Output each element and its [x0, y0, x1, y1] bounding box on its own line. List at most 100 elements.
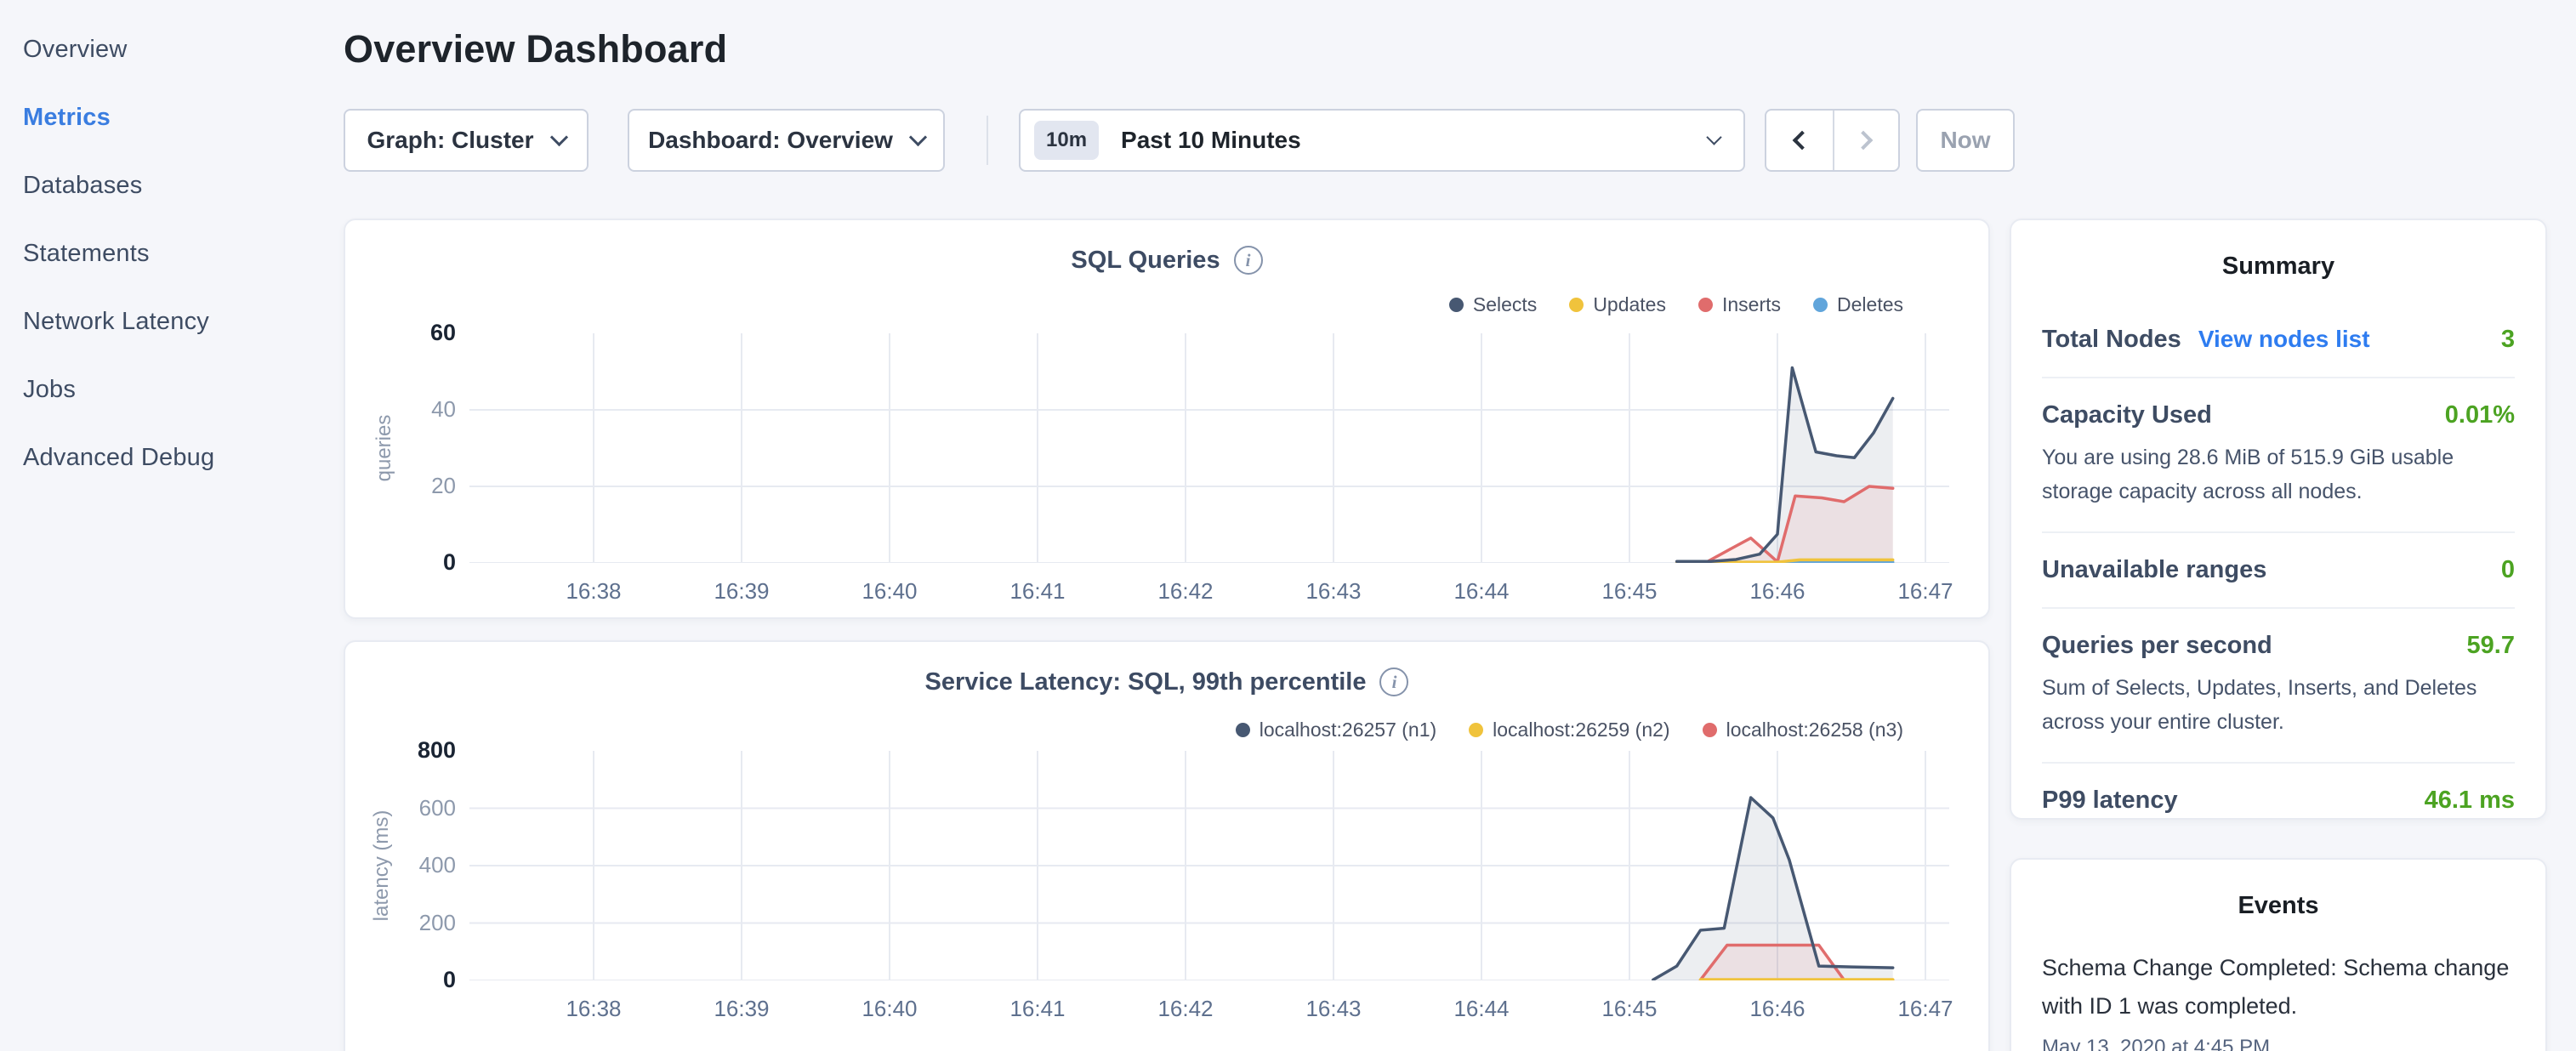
x-tick-label: 16:40 — [862, 578, 918, 604]
x-tick-label: 16:47 — [1897, 996, 1953, 1021]
summary-row-label: P99 latency — [2042, 787, 2178, 814]
event-timestamp: May 13, 2020 at 4:45 PM — [2042, 1035, 2271, 1051]
chevron-down-icon — [1706, 128, 1722, 145]
chevron-right-icon — [1853, 130, 1874, 151]
graph-source-dropdown[interactable]: Graph: Cluster — [344, 109, 589, 172]
x-tick-label: 16:46 — [1749, 996, 1805, 1021]
legend-dot-icon — [1448, 298, 1464, 312]
summary-row-label: Capacity Used — [2042, 401, 2212, 429]
summary-row-label: Queries per second — [2042, 632, 2272, 659]
sql-queries-chart-panel: SQL Queries i Selects Updates Inserts Delet… — [344, 219, 1990, 619]
legend-item: localhost:26259 (n2) — [1469, 719, 1670, 741]
chart-legend: localhost:26257 (n1) localhost:26259 (n2)… — [1235, 719, 1903, 741]
chart-title: Service Latency: SQL, 99th percentile — [924, 668, 1367, 696]
event-message: Schema Change Completed: Schema change w… — [2042, 955, 2510, 1019]
legend-dot-icon — [1469, 723, 1484, 737]
summary-row-description: You are using 28.6 MiB of 515.9 GiB usab… — [2042, 446, 2454, 503]
controls-divider — [987, 116, 988, 165]
chart-legend: Selects Updates Inserts Deletes — [1448, 293, 1903, 316]
sidebar-nav: Overview Metrics Databases Statements Networ… — [0, 0, 344, 1051]
sidebar-item-statements[interactable]: Statements — [23, 239, 150, 267]
legend-dot-icon — [1569, 298, 1584, 312]
sidebar-item-databases[interactable]: Databases — [23, 171, 143, 199]
x-tick-label: 16:39 — [714, 578, 770, 604]
dashboard-dropdown[interactable]: Dashboard: Overview — [628, 109, 945, 172]
legend-dot-icon — [1702, 723, 1717, 737]
x-tick-label: 16:46 — [1749, 578, 1805, 604]
y-tick-label: 20 — [431, 473, 456, 498]
legend-item: Updates — [1569, 293, 1666, 316]
summary-row: Queries per second 59.7 Sum of Selects, Up… — [2042, 607, 2515, 762]
summary-row-value: 3 — [2500, 326, 2515, 353]
x-tick-label: 16:40 — [862, 996, 918, 1021]
chart-plot-area[interactable] — [469, 333, 1949, 565]
x-tick-label: 16:39 — [714, 996, 770, 1021]
x-tick-label: 16:42 — [1157, 578, 1214, 604]
summary-row: Capacity Used 0.01% You are using 28.6 MiB… — [2042, 377, 2515, 531]
time-range-dropdown[interactable]: 10m Past 10 Minutes — [1019, 109, 1745, 172]
next-time-window-button[interactable] — [1832, 111, 1899, 170]
sidebar-item-jobs[interactable]: Jobs — [23, 375, 77, 403]
previous-time-window-button[interactable] — [1766, 111, 1833, 170]
legend-dot-icon — [1697, 298, 1713, 312]
summary-row: Unavailable ranges 0 — [2042, 531, 2515, 607]
view-nodes-list-link[interactable]: View nodes list — [2198, 326, 2370, 352]
legend-item: Inserts — [1697, 293, 1781, 316]
events-title: Events — [2238, 892, 2319, 919]
x-tick-label: 16:38 — [566, 578, 622, 604]
y-tick-label: 60 — [429, 320, 456, 345]
summary-row: Total Nodes View nodes list 3 — [2042, 303, 2515, 377]
x-tick-label: 16:43 — [1305, 578, 1362, 604]
y-tick-label: 400 — [418, 852, 456, 878]
info-icon[interactable]: i — [1233, 246, 1263, 275]
legend-item: localhost:26258 (n3) — [1702, 719, 1903, 741]
summary-row-value: 0.01% — [2444, 401, 2515, 429]
cluster-summary-panel: Summary Total Nodes View nodes list 3 Capac… — [2010, 219, 2547, 820]
summary-row-label: Total Nodes — [2042, 326, 2181, 353]
x-tick-label: 16:38 — [566, 996, 622, 1021]
x-tick-label: 16:44 — [1453, 578, 1510, 604]
y-tick-label: 200 — [418, 909, 456, 935]
summary-row-label: Unavailable ranges — [2042, 556, 2267, 583]
chart-title: SQL Queries — [1071, 246, 1220, 274]
x-tick-label: 16:41 — [1009, 578, 1066, 604]
chevron-down-icon — [549, 128, 568, 146]
legend-item: Deletes — [1813, 293, 1903, 316]
legend-dot-icon — [1235, 723, 1250, 737]
x-tick-label: 16:47 — [1897, 578, 1953, 604]
x-tick-label: 16:41 — [1009, 996, 1066, 1021]
chart-plot-area[interactable] — [469, 751, 1949, 982]
graph-source-dropdown-label: Graph: Cluster — [367, 127, 534, 153]
summary-row: P99 latency 46.1 ms — [2042, 762, 2515, 838]
x-tick-label: 16:42 — [1157, 996, 1214, 1021]
info-icon[interactable]: i — [1379, 668, 1409, 696]
chevron-left-icon — [1792, 130, 1812, 151]
sidebar-item-overview[interactable]: Overview — [23, 35, 128, 63]
legend-dot-icon — [1813, 298, 1828, 312]
time-range-label: Past 10 Minutes — [1121, 127, 1301, 153]
time-window-pager — [1765, 109, 1900, 172]
now-button[interactable]: Now — [1916, 109, 2015, 172]
y-tick-label: 800 — [417, 737, 456, 763]
chevron-down-icon — [908, 128, 928, 146]
y-axis-label: queries — [372, 414, 395, 482]
page-title: Overview Dashboard — [344, 27, 728, 71]
summary-title: Summary — [2221, 253, 2335, 280]
y-tick-label: 40 — [431, 396, 456, 422]
legend-item: localhost:26257 (n1) — [1235, 719, 1436, 741]
sidebar-item-advanced-debug[interactable]: Advanced Debug — [23, 443, 215, 471]
sidebar-item-metrics[interactable]: Metrics — [23, 103, 111, 131]
summary-row-value: 59.7 — [2466, 632, 2515, 659]
time-range-badge: 10m — [1034, 121, 1100, 160]
summary-row-description: Sum of Selects, Updates, Inserts, and De… — [2042, 676, 2477, 734]
dashboard-dropdown-label: Dashboard: Overview — [648, 127, 893, 153]
legend-item: Selects — [1448, 293, 1537, 316]
y-tick-label: 600 — [418, 794, 456, 821]
service-latency-chart-panel: Service Latency: SQL, 99th percentile i … — [344, 640, 1990, 1051]
x-tick-label: 16:43 — [1305, 996, 1362, 1021]
x-tick-label: 16:45 — [1601, 578, 1658, 604]
sidebar-item-network-latency[interactable]: Network Latency — [23, 307, 209, 335]
events-panel: Events Schema Change Completed: Schema c… — [2010, 858, 2547, 1051]
x-tick-label: 16:44 — [1453, 996, 1510, 1021]
x-tick-label: 16:45 — [1601, 996, 1658, 1021]
